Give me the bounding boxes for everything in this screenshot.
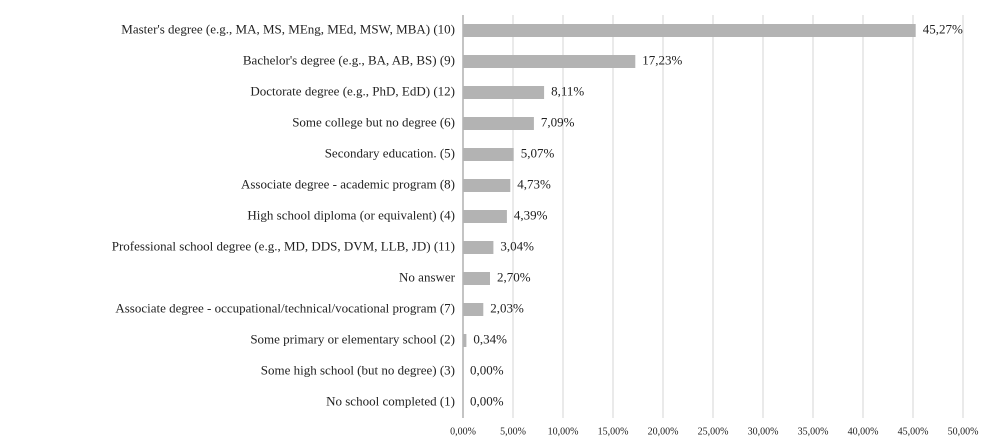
value-label: 17,23% [642,52,682,67]
x-tick-label: 45,00% [898,426,929,437]
bar [463,148,514,161]
bar [463,303,484,316]
y-tick-label: No answer [399,269,456,284]
y-tick-label: Bachelor's degree (e.g., BA, AB, BS) (9) [243,52,455,67]
value-label: 0,00% [470,362,504,377]
y-tick-label: Associate degree - academic program (8) [241,176,455,191]
y-tick-label: High school diploma (or equivalent) (4) [247,207,455,222]
value-label: 45,27% [923,21,963,36]
x-tick-label: 30,00% [748,426,779,437]
y-tick-label: Some college but no degree (6) [292,114,455,129]
value-label: 2,70% [497,269,531,284]
bar [463,334,467,347]
bar [463,179,511,192]
x-tick-label: 5,00% [500,426,526,437]
bar [463,241,494,254]
value-label: 4,73% [517,176,551,191]
x-tick-label: 20,00% [648,426,679,437]
x-tick-label: 40,00% [848,426,879,437]
x-tick-label: 15,00% [598,426,629,437]
value-label: 8,11% [551,83,584,98]
bar [463,272,490,285]
y-tick-label: Doctorate degree (e.g., PhD, EdD) (12) [250,83,455,98]
value-label: 2,03% [490,300,524,315]
x-tick-label: 25,00% [698,426,729,437]
bar [463,55,636,68]
x-tick-label: 10,00% [548,426,579,437]
y-tick-label: No school completed (1) [326,393,455,408]
y-tick-label: Some high school (but no degree) (3) [261,362,455,377]
bar [463,24,916,37]
x-tick-label: 0,00% [450,426,476,437]
value-label: 7,09% [541,114,575,129]
value-label: 4,39% [514,207,548,222]
x-tick-label: 50,00% [948,426,979,437]
y-tick-label: Some primary or elementary school (2) [250,331,455,346]
bar [463,86,545,99]
value-label: 5,07% [521,145,555,160]
bar [463,117,534,130]
x-tick-label: 35,00% [798,426,829,437]
bar [463,210,507,223]
y-tick-label: Secondary education. (5) [325,145,455,160]
y-tick-label: Associate degree - occupational/technica… [115,300,455,315]
y-tick-label: Professional school degree (e.g., MD, DD… [112,238,455,253]
value-label: 3,04% [500,238,534,253]
value-label: 0,34% [473,331,507,346]
y-tick-label: Master's degree (e.g., MA, MS, MEng, MEd… [121,21,455,36]
value-label: 0,00% [470,393,504,408]
